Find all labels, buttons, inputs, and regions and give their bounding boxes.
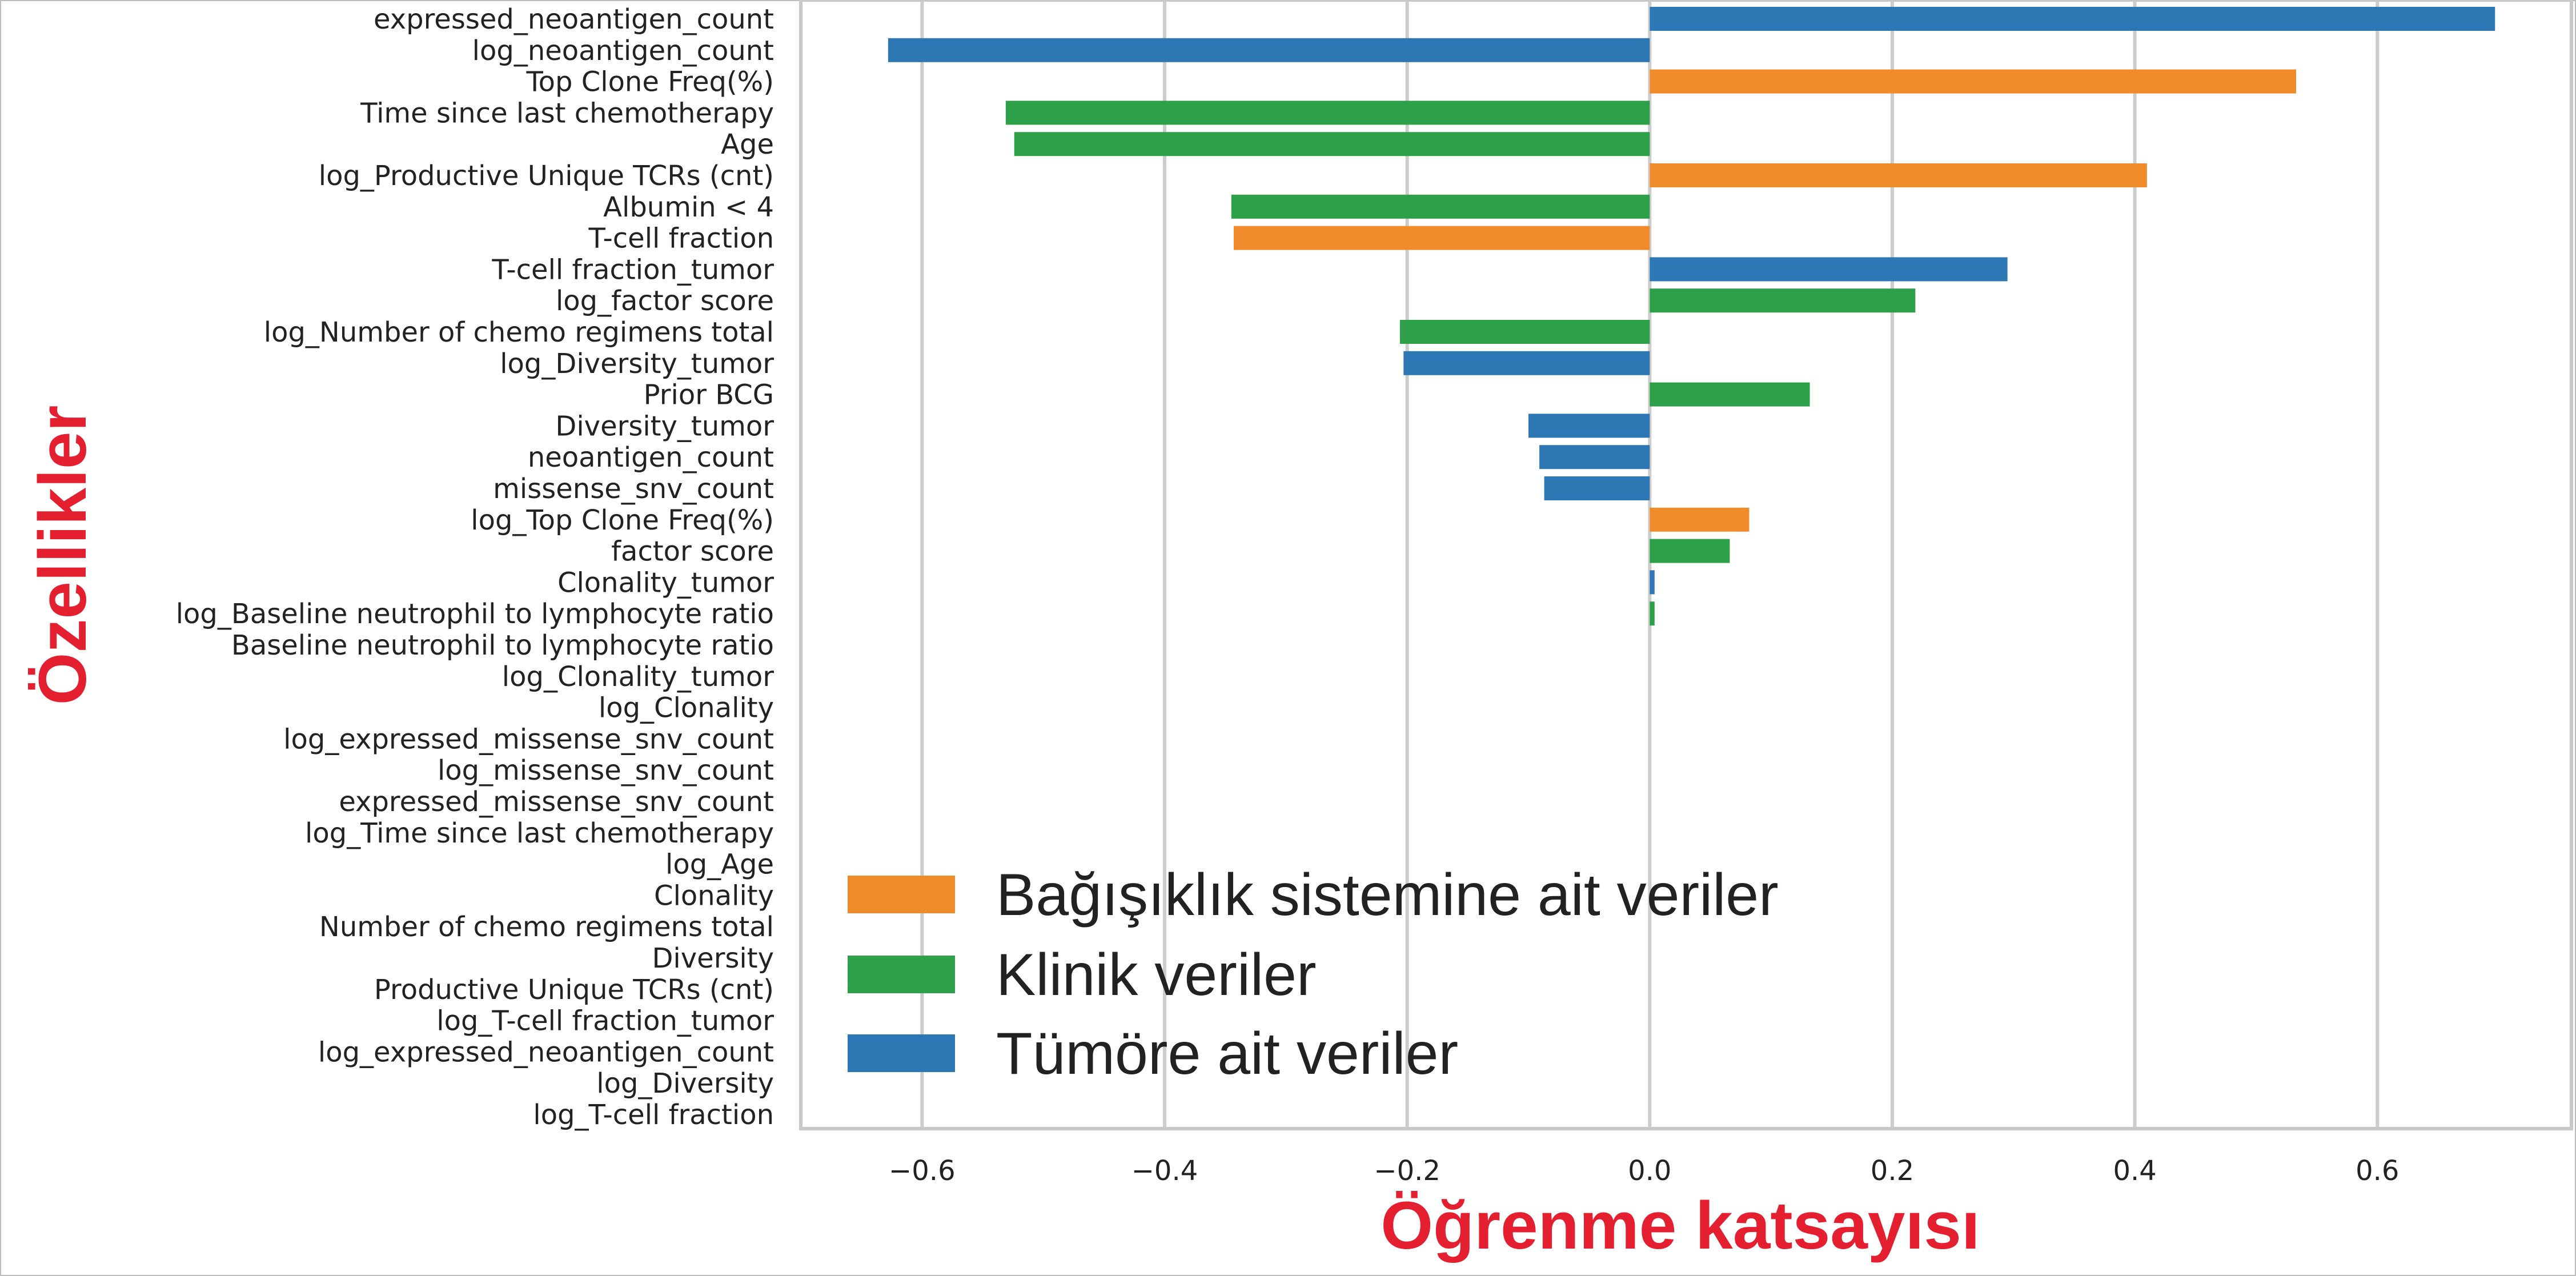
x-tick-labels: −0.6 −0.4 −0.2 0.0 0.2 0.4 0.6 [889,1155,2399,1187]
bar [1539,445,1650,470]
y-tick-label: log_Diversity [596,1068,774,1100]
bar [1650,163,2147,187]
bar [1650,570,1655,595]
y-tick-label: expressed_missense_snv_count [339,786,774,818]
bar [1650,507,1750,532]
bar [1231,194,1650,219]
legend-label-clinical: Klinik veriler [996,942,1317,1008]
y-tick-label: Diversity_tumor [555,410,774,442]
x-axis-title: Öğrenme katsayısı [1381,1188,1980,1263]
x-tick-label: −0.2 [1374,1155,1441,1187]
y-tick-label: log_expressed_neoantigen_count [318,1036,774,1068]
y-tick-label: Albumin < 4 [603,191,774,223]
bar [1014,132,1650,157]
plot-area-border [799,0,2573,1130]
legend-label-tumor: Tümöre ait veriler [996,1021,1458,1087]
y-tick-label: T-cell fraction [588,223,774,255]
bar [1403,351,1650,375]
legend-swatch-tumor [848,1034,955,1072]
y-tick-labels: expressed_neoantigen_countlog_neoantigen… [176,3,775,1131]
y-tick-label: Number of chemo regimens total [319,911,774,943]
bar [1650,257,2008,282]
bar [1650,69,2297,94]
y-tick-label: Baseline neutrophil to lymphocyte ratio [231,629,774,661]
bar [1650,601,1655,626]
y-tick-label: expressed_neoantigen_count [374,3,774,35]
bar [1399,320,1650,344]
bar [1650,288,1916,313]
y-tick-label: log_Time since last chemotherapy [305,817,774,849]
bar [1234,226,1650,250]
y-tick-label: Diversity [652,942,774,974]
y-tick-label: missense_snv_count [493,473,774,505]
y-tick-label: log_factor score [556,285,774,317]
y-tick-label: log_T-cell fraction [533,1099,774,1131]
y-tick-label: log_T-cell fraction_tumor [436,1005,774,1037]
y-tick-label: Clonality [654,880,774,912]
y-tick-label: log_expressed_missense_snv_count [283,723,774,755]
y-tick-label: log_Productive Unique TCRs (cnt) [319,160,774,192]
y-tick-label: log_Clonality_tumor [502,661,774,693]
y-tick-label: Prior BCG [644,379,774,411]
y-tick-label: log_Age [665,849,774,881]
y-tick-label: log_Baseline neutrophil to lymphocyte ra… [176,598,774,630]
y-tick-label: Clonality_tumor [557,567,774,599]
y-tick-label: neoantigen_count [528,442,774,474]
grid-lines [920,0,2380,1129]
y-tick-label: log_Diversity_tumor [500,348,774,380]
y-axis-title: Özellikler [25,406,101,705]
bar [1528,414,1650,438]
legend-swatch-clinical [848,956,955,993]
y-tick-label: T-cell fraction_tumor [491,254,774,286]
bar [1650,7,2495,31]
x-tick-label: 0.4 [2113,1155,2156,1187]
y-tick-label: Top Clone Freq(%) [525,66,774,98]
bar [1650,539,1730,563]
y-tick-label: Age [721,129,774,160]
legend-swatch-immune [848,876,955,913]
legend: Bağışıklık sistemine ait veriler Klinik v… [848,862,1779,1087]
y-tick-label: log_neoantigen_count [472,35,774,67]
y-tick-label: log_Clonality [599,692,774,724]
y-tick-label: log_missense_snv_count [438,755,774,787]
y-tick-label: log_Number of chemo regimens total [264,316,774,348]
y-tick-label: Productive Unique TCRs (cnt) [374,974,774,1006]
x-tick-label: 0.2 [1871,1155,1914,1187]
legend-label-immune: Bağışıklık sistemine ait veriler [996,862,1779,928]
y-tick-label: log_Top Clone Freq(%) [471,504,774,536]
bar [1005,101,1650,125]
x-tick-label: −0.4 [1131,1155,1198,1187]
bar [888,38,1650,62]
x-tick-label: −0.6 [889,1155,956,1187]
y-tick-label: Time since last chemotherapy [360,97,774,129]
x-tick-label: 0.6 [2356,1155,2399,1187]
bars-group [888,7,2495,626]
bar [1544,476,1650,500]
bar [1650,382,1810,407]
y-tick-label: factor score [611,536,774,568]
x-tick-label: 0.0 [1628,1155,1671,1187]
